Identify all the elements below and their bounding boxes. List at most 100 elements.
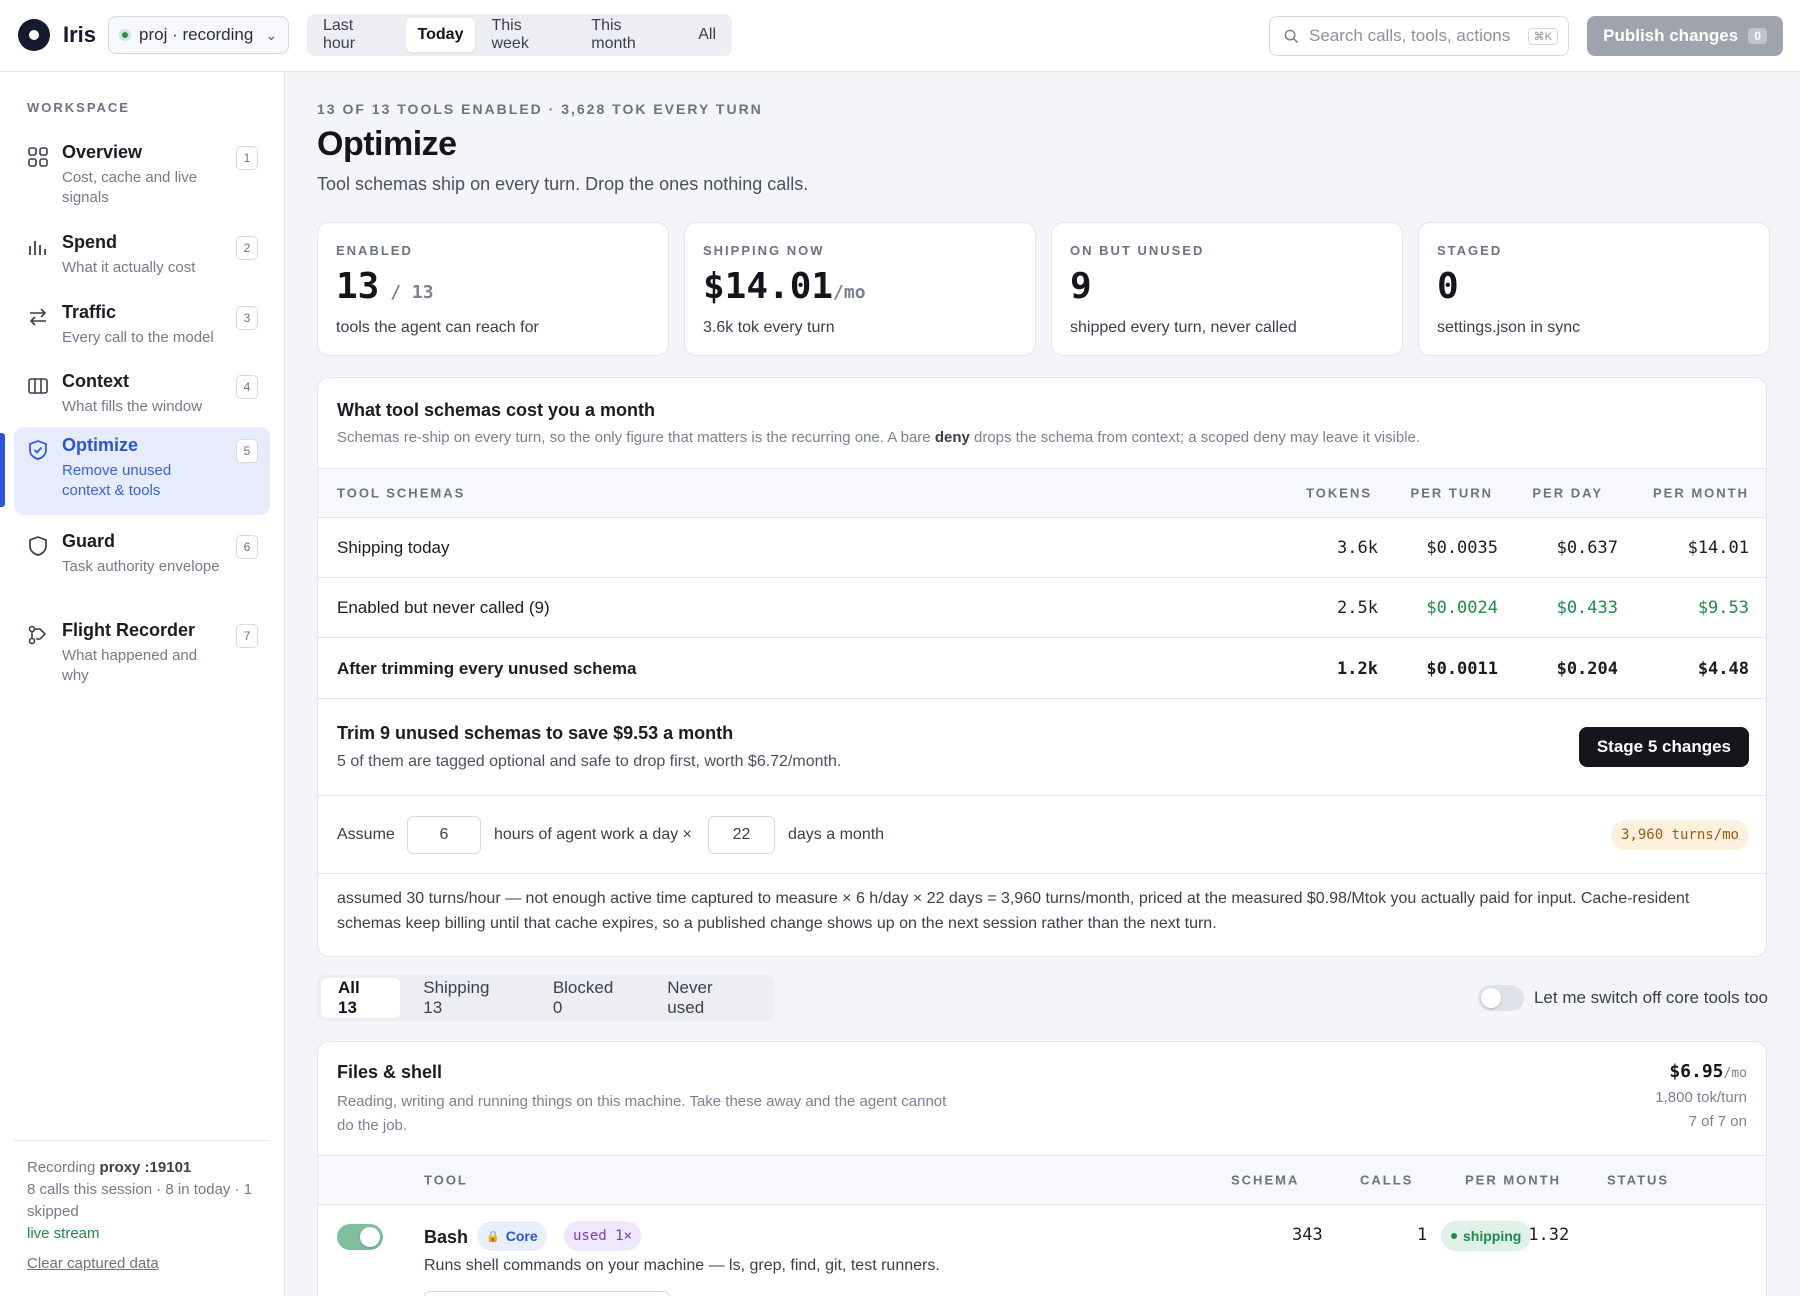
top-bar: Iris proj · recording ⌄ Last hour Today … bbox=[0, 0, 1800, 72]
tab-today[interactable]: Today bbox=[405, 18, 476, 52]
stat-number: 9 bbox=[1070, 266, 1092, 307]
stat-card-enabled: ENABLED 13 / 13 tools the agent can reac… bbox=[317, 222, 669, 356]
project-selector[interactable]: proj · recording ⌄ bbox=[108, 16, 289, 54]
stat-desc: tools the agent can reach for bbox=[336, 319, 539, 336]
stat-value: 13 / 13 bbox=[336, 266, 434, 307]
flight-recorder-icon bbox=[28, 625, 47, 645]
tool-action-control[interactable] bbox=[424, 1291, 670, 1296]
trim-description: 5 of them are tagged optional and safe t… bbox=[337, 753, 842, 770]
sidebar-item-title: Flight Recorder bbox=[62, 620, 196, 640]
row-label: Enabled but never called (9) bbox=[337, 597, 550, 617]
row-label: Shipping today bbox=[337, 537, 450, 557]
row-per-month: $9.53 bbox=[1697, 597, 1749, 618]
col-calls: CALLS bbox=[1360, 1172, 1414, 1188]
group-title: Files & shell bbox=[337, 1062, 443, 1082]
stat-label: SHIPPING NOW bbox=[703, 243, 825, 258]
tab-this-week[interactable]: This week bbox=[491, 17, 529, 52]
row-per-turn: $0.0035 bbox=[1426, 537, 1498, 558]
sidebar-item-spend[interactable]: Spend What it actually cost 2 bbox=[14, 224, 270, 284]
col-schema: SCHEMA bbox=[1231, 1172, 1300, 1188]
days-input[interactable]: 22 bbox=[708, 816, 775, 854]
sidebar-item-title: Traffic bbox=[62, 302, 117, 322]
hours-input[interactable]: 6 bbox=[407, 816, 481, 854]
tool-row-bash: Bash 🔒 Core used 1× Runs shell commands o… bbox=[318, 1205, 1766, 1296]
sidebar: WORKSPACE Overview Cost, cache and live … bbox=[0, 72, 285, 1296]
stage-changes-button[interactable]: Stage 5 changes bbox=[1578, 727, 1749, 767]
project-label: proj · recording bbox=[139, 25, 254, 44]
stat-number: 13 bbox=[336, 266, 380, 307]
sidebar-item-title: Context bbox=[62, 371, 129, 391]
assumption-row: Assume 6 hours of agent work a day × 22 … bbox=[318, 796, 1766, 874]
recording-dot-icon bbox=[119, 29, 131, 41]
sidebar-item-title: Spend bbox=[62, 232, 118, 252]
tool-filter-tabs: All 13 Shipping 13 Blocked 0 Never used bbox=[317, 975, 775, 1021]
days-label: days a month bbox=[788, 825, 885, 843]
col-tool: TOOL bbox=[424, 1172, 468, 1188]
bar-chart-icon bbox=[29, 241, 46, 255]
table-row: Shipping today 3.6k $0.0035 $0.637 $14.0… bbox=[318, 518, 1766, 578]
publish-changes-button[interactable]: Publish changes 0 bbox=[1587, 16, 1783, 56]
tab-last-hour[interactable]: Last hour bbox=[323, 17, 356, 52]
chevron-down-icon: ⌄ bbox=[265, 26, 278, 43]
tool-name: Bash bbox=[424, 1227, 469, 1247]
trim-title: Trim 9 unused schemas to save $9.53 a mo… bbox=[337, 723, 734, 743]
sidebar-item-flight-recorder[interactable]: Flight Recorder What happened and why 7 bbox=[14, 612, 270, 692]
desc-bold: deny bbox=[934, 429, 970, 446]
clear-captured-data-link[interactable]: Clear captured data bbox=[27, 1255, 159, 1272]
sidebar-item-guard[interactable]: Guard Task authority envelope 6 bbox=[14, 523, 270, 603]
row-per-month: $14.01 bbox=[1687, 537, 1749, 558]
col-tokens: TOKENS bbox=[1306, 485, 1372, 501]
core-tools-toggle[interactable] bbox=[1477, 985, 1524, 1011]
sidebar-item-title: Overview bbox=[62, 142, 143, 162]
filter-shipping[interactable]: Shipping 13 bbox=[423, 978, 490, 1017]
lock-icon: 🔒 bbox=[486, 1230, 500, 1243]
sidebar-item-context[interactable]: Context What fills the window 4 bbox=[14, 363, 270, 423]
live-stream-link[interactable]: live stream bbox=[27, 1225, 100, 1242]
tool-group-files-shell: Files & shell Reading, writing and runni… bbox=[317, 1041, 1767, 1296]
sidebar-item-subtitle: Cost, cache and live signals bbox=[62, 169, 198, 206]
core-tools-toggle-label: Let me switch off core tools too bbox=[1533, 988, 1768, 1007]
col-per-turn: PER TURN bbox=[1410, 485, 1493, 501]
sidebar-item-title: Guard bbox=[62, 531, 116, 551]
trim-suggestion: Trim 9 unused schemas to save $9.53 a mo… bbox=[318, 700, 1766, 796]
search-input[interactable]: Search calls, tools, actions ⌘K bbox=[1269, 16, 1569, 56]
sidebar-item-optimize[interactable]: Optimize Remove unused context & tools 5 bbox=[14, 427, 270, 515]
stat-suffix: /mo bbox=[833, 282, 866, 303]
stat-value: 9 bbox=[1070, 266, 1092, 307]
filter-blocked[interactable]: Blocked 0 bbox=[552, 978, 614, 1017]
page-lede: Tool schemas ship on every turn. Drop th… bbox=[317, 174, 809, 194]
filter-all[interactable]: All 13 bbox=[321, 978, 401, 1018]
cost-table-header: TOOL SCHEMAS TOKENS PER TURN PER DAY PER… bbox=[318, 468, 1766, 518]
core-tools-toggle-row: Let me switch off core tools too bbox=[1477, 985, 1768, 1011]
shield-icon bbox=[29, 536, 47, 556]
stat-label: STAGED bbox=[1437, 243, 1503, 258]
sidebar-item-subtitle: Remove unused context & tools bbox=[62, 462, 172, 499]
tool-table-header: TOOL SCHEMA CALLS PER MONTH STATUS bbox=[318, 1155, 1766, 1205]
status-label: shipping bbox=[1463, 1228, 1522, 1244]
group-on-count: 7 of 7 on bbox=[1688, 1113, 1747, 1130]
logo-icon[interactable] bbox=[18, 19, 50, 51]
col-per-month: PER MONTH bbox=[1653, 485, 1749, 501]
stat-suffix: / 13 bbox=[379, 282, 434, 303]
filter-never-used[interactable]: Never used bbox=[667, 978, 713, 1017]
table-row: Enabled but never called (9) 2.5k $0.002… bbox=[318, 578, 1766, 638]
col-per-month: PER MONTH bbox=[1465, 1172, 1561, 1188]
tool-per-month: $1.32 bbox=[1518, 1225, 1570, 1245]
sidebar-item-overview[interactable]: Overview Cost, cache and live signals 1 bbox=[14, 134, 270, 214]
active-indicator bbox=[0, 433, 5, 507]
group-cost: $6.95/mo bbox=[1655, 1060, 1747, 1086]
table-row: After trimming every unused schema 1.2k … bbox=[318, 639, 1766, 699]
sidebar-item-traffic[interactable]: Traffic Every call to the model 3 bbox=[14, 294, 270, 354]
sidebar-item-shortcut: 3 bbox=[236, 306, 258, 330]
recording-status: Recording proxy :19101 8 calls this sess… bbox=[14, 1140, 270, 1291]
tab-this-month[interactable]: This month bbox=[591, 17, 636, 52]
time-range-tabs: Last hour Today This week This month All bbox=[307, 14, 732, 56]
tab-all[interactable]: All bbox=[698, 26, 716, 43]
stat-card-staged: STAGED 0 settings.json in sync bbox=[1418, 222, 1770, 356]
page-eyebrow: 13 OF 13 TOOLS ENABLED · 3,628 TOK EVERY… bbox=[317, 101, 763, 117]
col-per-day: PER DAY bbox=[1532, 485, 1603, 501]
stat-number: 0 bbox=[1437, 266, 1459, 307]
turns-per-month-badge: 3,960 turns/mo bbox=[1610, 820, 1749, 850]
tool-enabled-toggle[interactable] bbox=[337, 1224, 383, 1250]
col-status: STATUS bbox=[1607, 1172, 1670, 1188]
